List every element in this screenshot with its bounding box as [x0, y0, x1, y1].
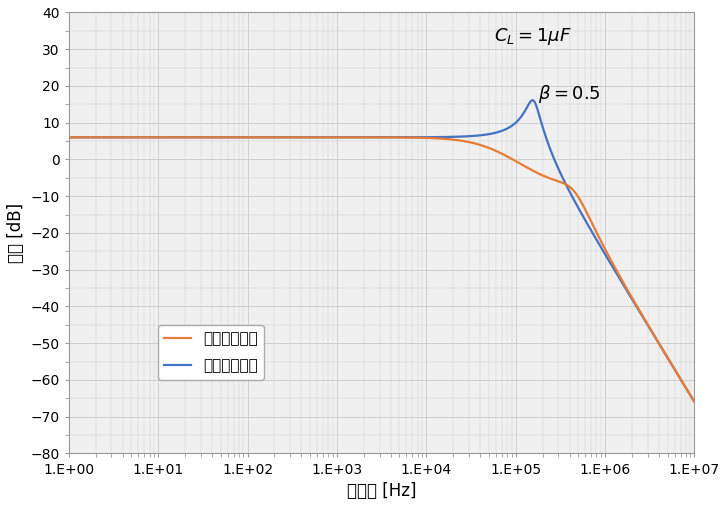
X-axis label: 周波数 [Hz]: 周波数 [Hz] [347, 482, 417, 500]
進み補償なし [657, 345, 666, 351]
進み補償あり [370, 134, 379, 140]
進み補償なし [528, 97, 537, 103]
Legend: 進み補償あり, 進み補償なし: 進み補償あり, 進み補償なし [158, 325, 265, 380]
Text: $\beta = 0.5$: $\beta = 0.5$ [538, 83, 601, 105]
進み補償なし [187, 134, 196, 140]
進み補償あり [690, 399, 699, 405]
進み補償なし [65, 134, 73, 140]
進み補償あり [65, 134, 73, 140]
進み補償なし [690, 399, 699, 405]
進み補償なし [102, 134, 111, 140]
進み補償なし [90, 134, 99, 140]
Y-axis label: 振幅 [dB]: 振幅 [dB] [7, 203, 25, 263]
Text: $C_L = 1\mu F$: $C_L = 1\mu F$ [494, 26, 572, 47]
進み補償あり [657, 344, 666, 350]
進み補償あり [187, 134, 196, 140]
Line: 進み補償なし: 進み補償なし [69, 100, 694, 402]
進み補償あり [67, 134, 76, 140]
Line: 進み補償あり: 進み補償あり [69, 137, 694, 402]
進み補償あり [90, 134, 99, 140]
進み補償なし [67, 134, 76, 140]
進み補償あり [102, 134, 111, 140]
進み補償なし [370, 134, 379, 140]
